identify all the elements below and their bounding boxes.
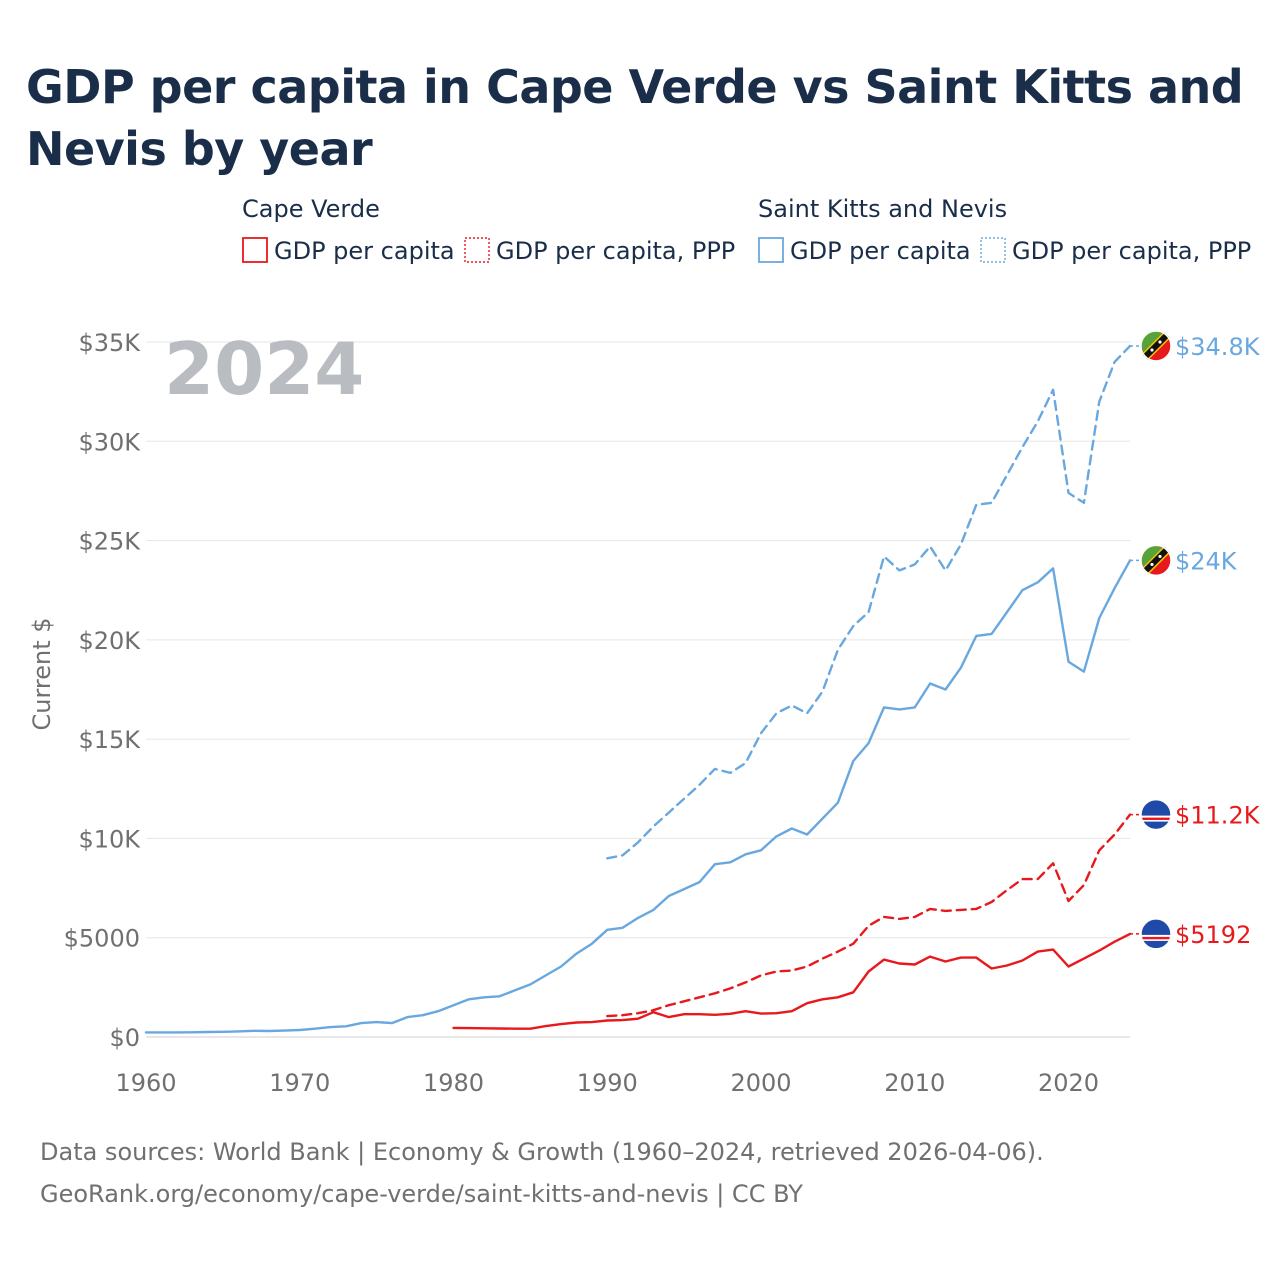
series-line — [452, 932, 1132, 1030]
end-value-label: $5192 — [1175, 921, 1251, 949]
year-watermark: 2024 — [164, 327, 364, 411]
flag-black-band — [1142, 547, 1170, 574]
end-value-label: $24K — [1175, 547, 1238, 575]
footer-link[interactable]: GeoRank.org/economy/cape-verde/saint-kit… — [40, 1180, 803, 1208]
flag-border — [1140, 330, 1172, 362]
legend-item-label: GDP per capita, PPP — [496, 237, 735, 265]
flag-star — [1150, 348, 1154, 352]
flag-border — [1140, 544, 1172, 577]
end-labels: $34.8K $24K $11.2K $5192 — [1140, 330, 1261, 950]
y-tick-label: $35K — [78, 329, 141, 357]
x-tick-label: 1980 — [423, 1069, 484, 1097]
y-tick-label: $10K — [78, 825, 141, 853]
series-line — [144, 559, 1132, 1034]
saint-kitts-and-nevis-flag-icon — [1140, 330, 1172, 362]
x-tick-label: 1990 — [577, 1069, 638, 1097]
x-tick-label: 2010 — [884, 1069, 945, 1097]
y-tick-label: $30K — [78, 428, 141, 456]
flag-stripe-red — [1141, 817, 1171, 820]
flag-star — [1158, 554, 1162, 559]
y-tick-label: $15K — [78, 726, 141, 754]
y-tick-label: $20K — [78, 627, 141, 655]
legend-swatch — [242, 237, 268, 263]
y-tick-label: $25K — [78, 528, 141, 556]
gridlines — [146, 341, 1130, 1038]
legend-swatch — [980, 237, 1006, 263]
legend-swatch — [464, 237, 490, 263]
footer-source: Data sources: World Bank | Economy & Gro… — [40, 1138, 1044, 1166]
flag-field — [1141, 799, 1171, 830]
legend-swatch — [758, 237, 784, 263]
legend-group-title: Saint Kitts and Nevis — [758, 195, 1007, 223]
flag-black-band — [1142, 332, 1170, 360]
legend-item-label: GDP per capita — [790, 237, 971, 265]
legend-item-label: GDP per capita — [274, 237, 455, 265]
end-value-label: $11.2K — [1175, 802, 1261, 830]
flag-stripe-red — [1141, 936, 1171, 940]
flag-border — [1140, 918, 1172, 950]
series-lines — [144, 344, 1140, 1034]
x-tick-label: 2020 — [1038, 1069, 1099, 1097]
flag-border — [1140, 798, 1172, 831]
y-axis-label: Current $ — [28, 617, 56, 730]
y-tick-label: $0 — [109, 1024, 140, 1052]
x-tick-label: 1970 — [269, 1069, 330, 1097]
x-axis-ticks: 1960 1970 1980 1990 2000 2010 2020 — [115, 1069, 1099, 1097]
series-line — [606, 813, 1132, 1018]
series-line — [606, 344, 1132, 860]
end-value-label: $34.8K — [1175, 333, 1261, 361]
flag-field — [1141, 918, 1171, 949]
cape-verde-flag-icon — [1140, 798, 1172, 831]
cape-verde-flag-icon — [1140, 918, 1172, 950]
legend: Cape Verde GDP per capita GDP per capita, … — [242, 195, 1251, 265]
legend-item-label: GDP per capita, PPP — [1012, 237, 1251, 265]
chart-title: GDP per capita in Cape Verde vs Saint Ki… — [26, 60, 1244, 176]
flag-star — [1158, 340, 1162, 344]
saint-kitts-and-nevis-flag-icon — [1140, 544, 1172, 577]
legend-group-title: Cape Verde — [242, 195, 380, 223]
x-tick-label: 2000 — [730, 1069, 791, 1097]
y-axis-ticks: $0 $5000 $10K $15K $20K $25K $30K $35K — [64, 329, 142, 1052]
flag-star — [1150, 562, 1154, 567]
x-tick-label: 1960 — [115, 1069, 176, 1097]
y-tick-label: $5000 — [64, 925, 140, 953]
